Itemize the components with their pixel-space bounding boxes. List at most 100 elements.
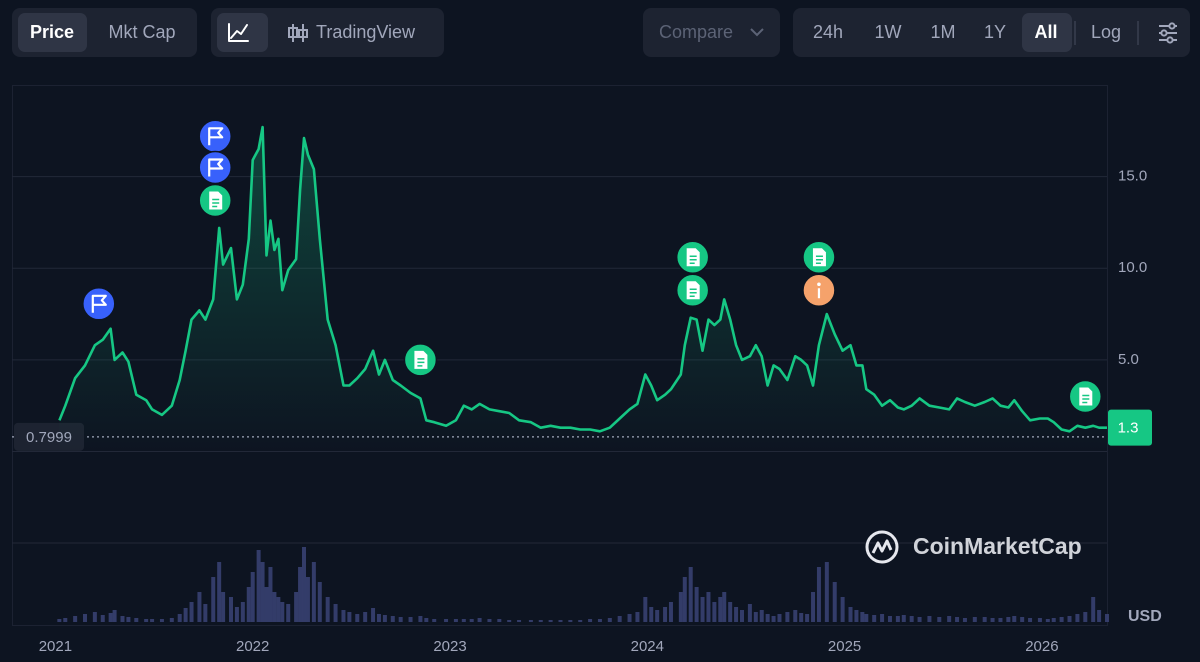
doc-icon <box>686 281 700 300</box>
volume-bar <box>1067 616 1072 622</box>
volume-bar <box>169 618 174 622</box>
volume-bar <box>317 582 322 622</box>
range-tab[interactable]: 1M <box>930 22 955 42</box>
volume-bar <box>1091 597 1096 622</box>
volume-bar <box>568 620 573 622</box>
event-marker[interactable] <box>1068 379 1103 414</box>
volume-bar <box>528 620 533 622</box>
volume-bar <box>824 562 829 622</box>
volume-bar <box>92 612 97 622</box>
x-tick-label: 2023 <box>433 638 466 655</box>
volume-bar <box>678 592 683 622</box>
range-tab[interactable]: 1Y <box>984 22 1006 42</box>
volume-bar <box>627 614 632 622</box>
volume-bar <box>333 604 338 622</box>
chevron <box>750 28 764 37</box>
event-marker[interactable] <box>802 240 836 275</box>
volume-bar <box>759 610 764 622</box>
volume-bar <box>100 615 105 622</box>
volume-bar <box>461 619 466 622</box>
tradingview-tab[interactable]: TradingView <box>316 22 416 42</box>
volume-bar <box>444 619 449 622</box>
event-marker[interactable] <box>198 119 232 154</box>
volume-bar <box>588 619 593 622</box>
volume-bar <box>276 597 281 622</box>
volume-bar <box>229 597 233 622</box>
volume-bar <box>264 587 269 622</box>
volume-bar <box>617 616 622 622</box>
volume-bar <box>860 612 865 622</box>
volume-bar <box>250 572 255 622</box>
doc-lines <box>1082 394 1090 404</box>
toggle-group <box>793 8 1190 57</box>
volume-bar <box>1028 618 1033 622</box>
volume-bar <box>1059 617 1064 622</box>
volume-bar <box>83 614 87 622</box>
event-marker[interactable] <box>403 343 438 377</box>
event-marker[interactable] <box>802 273 836 307</box>
volume-bar <box>688 567 693 622</box>
volume-bar <box>280 602 285 622</box>
chart-type-toggle: TradingView <box>211 8 444 57</box>
volume-bar <box>706 592 711 622</box>
volume-bar <box>1020 617 1025 622</box>
y-tick-label: 15.0 <box>1118 168 1147 185</box>
volume-bar <box>722 592 727 622</box>
view-tab[interactable]: Mkt Cap <box>108 22 175 42</box>
volume-bar <box>256 550 261 622</box>
volume-bar <box>234 607 239 622</box>
range-tab[interactable]: 24h <box>813 22 843 42</box>
volume-bar <box>507 620 512 622</box>
volume-bar <box>189 602 194 622</box>
volume-bar <box>1105 614 1109 622</box>
volume-bar <box>1012 616 1017 622</box>
volume-bar <box>848 607 853 622</box>
log-tab[interactable]: Log <box>1091 22 1121 42</box>
range-tab[interactable]: All <box>1034 22 1057 42</box>
doc-lines <box>815 255 823 265</box>
range-tab[interactable]: 1W <box>875 22 902 42</box>
volume-bar <box>887 616 892 622</box>
event-marker[interactable] <box>675 273 710 307</box>
compare-label[interactable]: Compare <box>659 22 733 42</box>
volume-bar <box>895 616 900 622</box>
volume-bar <box>872 615 877 622</box>
volume-bar <box>150 619 155 622</box>
volume-bar <box>607 618 612 622</box>
volume-bar <box>497 619 502 622</box>
watermark: CoinMarketCap <box>913 533 1082 559</box>
doc-icon <box>414 350 428 369</box>
event-marker[interactable] <box>82 287 116 321</box>
volume-bar <box>765 614 770 622</box>
volume-bar <box>955 617 960 622</box>
event-marker[interactable] <box>198 150 232 185</box>
volume-bar <box>832 582 837 622</box>
view-tab[interactable]: Price <box>30 22 74 42</box>
volume-bar <box>376 614 381 622</box>
doc-icon <box>812 248 826 267</box>
logo-ring <box>865 530 899 564</box>
volume-bar <box>341 610 346 622</box>
volume-bar <box>811 592 816 622</box>
unit-label: USD <box>1128 608 1162 625</box>
volume-bar <box>469 619 474 622</box>
volume-bar <box>159 619 164 622</box>
price-badge-label: 1.3 <box>1118 420 1139 437</box>
event-marker[interactable] <box>675 240 710 275</box>
volume-bar <box>424 618 429 622</box>
volume-bar <box>597 619 602 622</box>
dropdown[interactable] <box>643 8 780 57</box>
doc-lines <box>212 198 220 208</box>
volume-bar <box>880 614 885 622</box>
volume-bar <box>728 602 733 622</box>
volume-bar <box>240 602 245 622</box>
volume-bar <box>294 592 299 622</box>
volume-bar <box>177 614 182 622</box>
volume-bar <box>909 616 914 622</box>
event-marker[interactable] <box>198 183 232 218</box>
volume-bar <box>371 608 376 622</box>
volume-bar <box>302 547 306 622</box>
volume-bar <box>363 612 368 622</box>
